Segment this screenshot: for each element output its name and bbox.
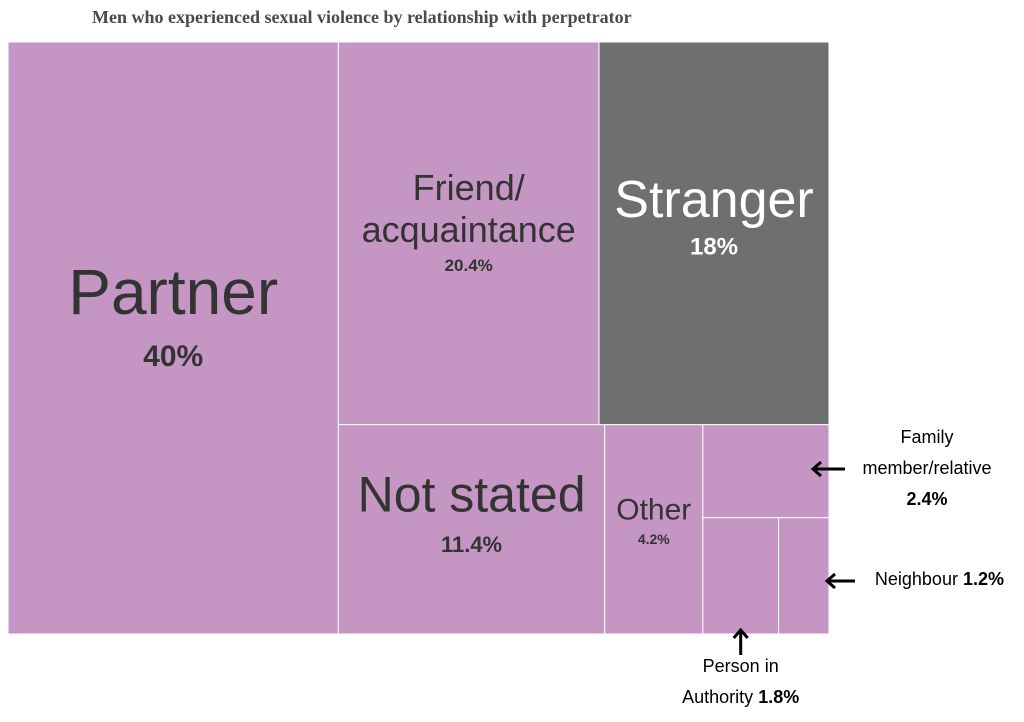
- arrow: [810, 460, 845, 478]
- value-label: 18%: [690, 234, 738, 261]
- value-label: 20.4%: [445, 256, 493, 275]
- callout-label: member/relative: [862, 458, 991, 478]
- tile: [702, 517, 780, 635]
- tile: [604, 424, 704, 635]
- tile: [702, 424, 830, 519]
- tile: [7, 41, 339, 635]
- arrow: [732, 627, 749, 655]
- tile-label: Not stated: [358, 467, 586, 523]
- chart-title: Men who experienced sexual violence by r…: [92, 7, 632, 27]
- value-label: 11.4%: [441, 532, 502, 557]
- tile: [598, 41, 830, 426]
- tile: [337, 41, 600, 426]
- arrow: [824, 572, 855, 590]
- tile: [778, 517, 830, 635]
- tile-label: Friend/: [413, 167, 525, 208]
- tile-label: Other: [616, 493, 691, 526]
- value-label: 4.2%: [638, 531, 670, 547]
- tile: [337, 424, 606, 635]
- callout-value: 2.4%: [906, 489, 947, 509]
- callout-value: 1.2%: [963, 569, 1004, 589]
- callout-label: Authority: [682, 687, 753, 707]
- callout-value: 1.8%: [758, 687, 799, 707]
- callout: Neighbour 1.2%: [875, 569, 1004, 589]
- callout-label: Person in: [703, 656, 779, 676]
- tile-label: Stranger: [614, 171, 813, 229]
- tile-label: Partner: [68, 256, 278, 328]
- value-label: 40%: [143, 340, 203, 373]
- callout-label: Neighbour: [875, 569, 958, 589]
- callout-label: Family: [901, 427, 954, 447]
- tile-label: acquaintance: [362, 209, 576, 250]
- callout: Authority 1.8%: [682, 687, 799, 707]
